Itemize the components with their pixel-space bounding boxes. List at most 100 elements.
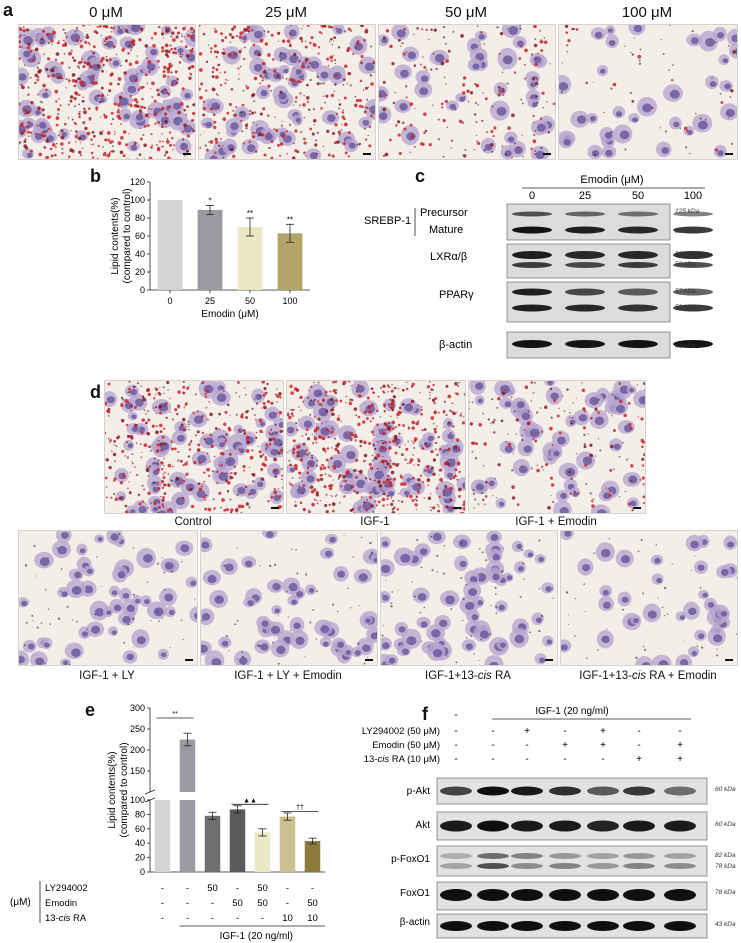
igf1-footer-e: IGF-1 (20 ng/ml)	[220, 931, 293, 942]
caption-igf1-ly-emodin: IGF-1 + LY + Emodin	[234, 670, 342, 682]
micrograph-igf1-ra	[380, 530, 558, 666]
ylabel-b: (compared to control)	[122, 188, 133, 283]
band-c	[565, 251, 605, 259]
treatment-cell-e: 50	[207, 883, 218, 894]
panel-d-letter: d	[90, 382, 101, 402]
mature-label: Mature	[429, 224, 463, 236]
band-f	[440, 853, 472, 859]
band-f	[587, 820, 619, 832]
treatment-cell-e: -	[161, 913, 164, 924]
band-c	[512, 262, 552, 268]
treatment-cell-e: -	[186, 898, 189, 909]
band-c	[618, 304, 658, 312]
xtick-label-b: 50	[245, 296, 255, 306]
band-f	[587, 863, 619, 869]
ytick-label-e: 20	[135, 853, 145, 863]
band-f	[477, 863, 509, 869]
bar-e	[179, 800, 196, 872]
treatment-sign-f: +	[677, 754, 683, 765]
precursor-label: Precursor	[420, 207, 468, 219]
caption-control: Control	[174, 516, 212, 528]
foxo1-label: FoxO1	[400, 888, 430, 899]
band-c	[618, 251, 658, 259]
band-c	[673, 251, 713, 259]
treatment-cell-e: 50	[307, 898, 318, 909]
band-f	[587, 921, 619, 931]
treatment-cell-e: -	[186, 913, 189, 924]
treatment-cell-e: 50	[232, 898, 243, 909]
micrograph-50uM	[378, 24, 556, 160]
treatment-sign-f: -	[491, 740, 494, 751]
treatment-cell-e: 50	[257, 883, 268, 894]
emodin-treatment-label: Emodin (μM)	[580, 174, 643, 186]
ylabel-e: (compared to control)	[119, 742, 130, 837]
band-f	[587, 786, 619, 796]
band-f	[664, 863, 696, 869]
band-f	[549, 853, 581, 859]
band-c	[565, 288, 605, 296]
chart-b: 0 20 40 60 80 100 120 0 * 25 ** 50 ** 100 Emodin (μM) L…	[110, 177, 310, 320]
ylabel-b: Lipid contents(%)	[110, 197, 121, 274]
band-f	[549, 889, 581, 901]
lxr-label: LXRα/β	[430, 251, 467, 263]
treatment-cell-e: -	[211, 913, 214, 924]
treatment-sign-f: +	[600, 726, 606, 737]
kda-precursor: 125 kDa	[675, 208, 700, 215]
ytick-label-b: 0	[140, 285, 145, 295]
treatment-sign-f: -	[454, 754, 457, 765]
ytick-label-b: 60	[135, 231, 145, 241]
ly294002-label-e: LY294002	[45, 883, 88, 894]
treatment-cell-e: 10	[307, 913, 318, 924]
dose-50: 50	[632, 190, 644, 202]
band-f	[440, 786, 472, 796]
bar-e	[279, 816, 296, 872]
xtick-label-b: 100	[282, 296, 297, 306]
band-f	[664, 820, 696, 832]
band-f	[623, 863, 655, 869]
kda-pakt: 60 kDa	[715, 786, 736, 793]
band-f	[587, 889, 619, 901]
xtick-label-b: 25	[205, 296, 215, 306]
blot-box-f	[436, 845, 708, 877]
bar-e	[179, 739, 196, 792]
treatment-cell-e: -	[211, 898, 214, 909]
band-c	[618, 340, 658, 348]
kda-pparg-2: 53 kDa	[675, 304, 696, 311]
xtick-label-b: 0	[167, 296, 172, 306]
kda-actin-c: 43 kDa	[675, 343, 696, 350]
micrograph-100uM	[558, 24, 738, 160]
band-f	[511, 853, 543, 859]
igf1-minus: -	[454, 710, 457, 721]
chart-e: 0 20 40 60 80 100 150 200 250 300 ** ▲▲ †† Lipid cont…	[10, 703, 325, 942]
concentration-25-label: 25 μM	[265, 4, 307, 21]
band-c	[673, 262, 713, 268]
treatment-cell-e: 10	[282, 913, 293, 924]
band-c	[565, 304, 605, 312]
treatment-sign-f: -	[563, 754, 566, 765]
treatment-sign-f: -	[525, 754, 528, 765]
band-f	[623, 889, 655, 901]
treatment-cell-e: -	[261, 913, 264, 924]
kda-mature: 68 kDa	[675, 228, 696, 235]
band-f	[511, 921, 543, 931]
treatment-cell-e: -	[161, 883, 164, 894]
band-f	[477, 921, 509, 931]
micrograph-igf1-ly-emodin	[200, 530, 378, 666]
micrograph-25uM	[198, 24, 376, 160]
ra-row-label: 13-cis RA (10 μM)	[364, 754, 440, 765]
bar-e	[204, 815, 221, 872]
band-f	[511, 863, 543, 869]
band-f	[477, 889, 509, 901]
panel-b-letter: b	[90, 166, 101, 186]
band-f	[587, 853, 619, 859]
kda-pfoxo1-1: 82 kDa	[715, 852, 736, 859]
treatment-cell-e: 50	[257, 898, 268, 909]
ytick-label-e: 100	[130, 795, 145, 805]
ytick-label-e: 0	[140, 867, 145, 877]
band-c	[673, 226, 713, 234]
xlabel-b: Emodin (μM)	[201, 309, 258, 320]
band-f	[623, 820, 655, 832]
band-c	[673, 340, 713, 348]
caption-igf1-ra-emodin: IGF-1+13-cis RA + Emodin	[579, 670, 717, 682]
caption-igf1-ly: IGF-1 + LY	[79, 670, 135, 682]
